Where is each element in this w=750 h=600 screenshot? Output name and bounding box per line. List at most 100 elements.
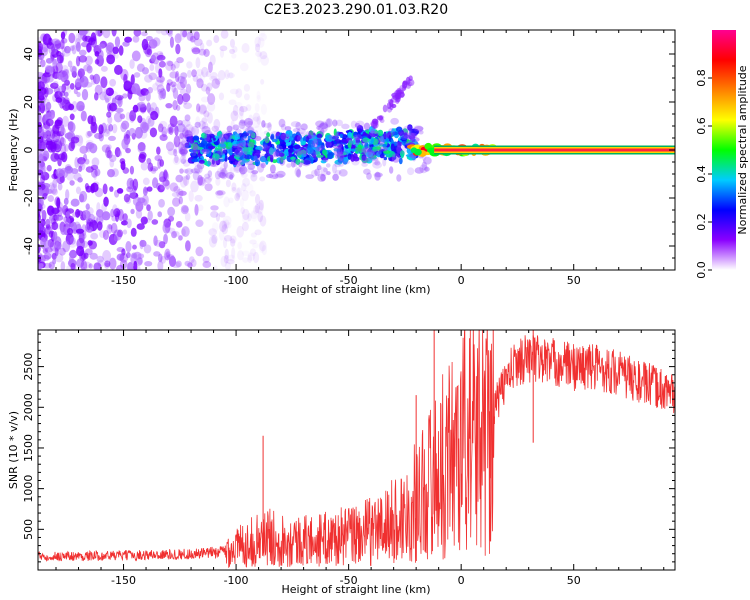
spectrogram-noise-blob: [228, 197, 234, 204]
spectrogram-noise-blob: [257, 211, 264, 223]
spectrogram-noise-blob: [85, 139, 94, 146]
spectrogram-noise-blob: [80, 260, 88, 270]
spectrogram-noise-blob: [65, 211, 71, 218]
spectrogram-noise-blob: [114, 36, 121, 48]
spectrogram-noise-blob: [176, 82, 186, 91]
spectrogram-noise-blob: [54, 246, 59, 257]
spectrogram-noise-blob: [181, 206, 189, 213]
spectrogram-noise-blob: [57, 85, 64, 97]
spectrogram-halo-blob: [280, 133, 290, 141]
spectrogram-noise-blob: [175, 43, 181, 55]
y-tick-label: 1000: [22, 475, 35, 503]
spectrogram-noise-blob: [233, 125, 238, 131]
spectrogram-noise-blob: [166, 60, 174, 67]
spectrogram-band-blob: [293, 144, 301, 150]
y-tick-label: 0: [22, 147, 35, 154]
spectrogram-noise-blob: [113, 52, 119, 59]
spectrogram-noise-blob: [45, 101, 52, 111]
spectrogram-band-blob: [370, 137, 375, 143]
spectrogram-halo-blob: [221, 168, 227, 177]
spectrogram-halo-blob: [231, 144, 242, 149]
spectrogram-noise-blob: [256, 90, 261, 100]
spectrogram-noise-blob: [125, 240, 132, 253]
spectrogram-halo-blob: [237, 142, 244, 152]
spectrogram-halo-blob: [296, 147, 305, 155]
spectrogram-noise-blob: [80, 240, 89, 249]
spectrogram-noise-blob: [117, 229, 124, 238]
spectrogram-noise-blob: [223, 254, 229, 264]
y-tick-label: 20: [22, 95, 35, 109]
spectrogram-noise-blob: [226, 254, 236, 262]
spectrogram-noise-blob: [111, 30, 117, 37]
spectrogram-noise-blob: [147, 162, 154, 172]
spectrogram-noise-blob: [173, 186, 181, 193]
spectrogram-band-blob: [389, 156, 395, 162]
spectrogram-noise-blob: [133, 260, 138, 270]
spectrogram-noise-blob: [241, 189, 249, 202]
spectrogram-tail-blob: [394, 96, 400, 104]
spectrogram-noise-blob: [99, 230, 106, 239]
spectrogram-noise-blob: [79, 30, 89, 36]
spectrogram-noise-blob: [255, 103, 260, 112]
spectrogram-noise-blob: [38, 186, 43, 197]
spectrogram-noise-blob: [219, 220, 227, 232]
spectrogram-noise-blob: [38, 81, 45, 91]
spectrogram-halo-blob: [176, 123, 186, 133]
spectrogram-noise-blob: [206, 82, 213, 92]
spectrogram-halo-blob: [335, 154, 340, 159]
y-tick-label: 2500: [22, 353, 35, 381]
spectrogram-noise-blob: [250, 232, 258, 238]
spectrogram-noise-blob: [94, 58, 100, 65]
spectrogram-band-blob: [271, 138, 278, 143]
spectrogram-noise-blob: [259, 215, 267, 227]
spectrogram-halo-blob: [284, 126, 292, 131]
spectrogram-noise-blob: [208, 61, 213, 73]
spectrogram-tail-blob: [372, 121, 378, 129]
spectrogram-noise-blob: [254, 36, 261, 48]
spectrogram-noise-blob: [173, 60, 180, 69]
spectrogram-halo-blob: [204, 134, 211, 142]
spectrogram-noise-blob: [126, 177, 134, 190]
spectrogram-noise-blob: [77, 157, 86, 165]
spectrogram-noise-blob: [162, 179, 170, 187]
spectrogram-noise-blob: [46, 164, 52, 172]
spectrogram-noise-blob: [55, 168, 65, 178]
spectrogram-noise-blob: [198, 104, 207, 115]
spectrogram-halo-blob: [237, 150, 248, 156]
spectrogram-noise-blob: [38, 222, 44, 233]
x-tick-label: -100: [224, 574, 249, 587]
spectrogram-noise-blob: [52, 212, 60, 223]
spectrogram-noise-blob: [38, 254, 42, 263]
spectrogram-halo-blob: [296, 127, 306, 135]
spectrogram-band-blob: [400, 135, 408, 140]
spectrogram-halo-blob: [220, 132, 227, 138]
spectrogram-band-blob: [184, 144, 192, 149]
spectrogram-noise-blob: [114, 64, 123, 76]
snr-series-line: [38, 330, 675, 568]
spectrogram-noise-blob: [90, 168, 98, 178]
spectrogram-halo-blob: [268, 171, 279, 180]
spectrogram-noise-blob: [202, 261, 212, 269]
spectrogram-halo-blob: [307, 131, 316, 139]
spectrogram-noise-blob: [52, 124, 60, 137]
spectrogram-noise-blob: [149, 63, 155, 72]
spectrogram-noise-blob: [76, 258, 84, 268]
spectrogram-noise-blob: [257, 37, 265, 48]
spectrogram-noise-blob: [105, 87, 114, 97]
y-tick-label: 40: [22, 47, 35, 61]
spectrogram-noise-blob: [38, 91, 45, 101]
spectrogram-halo-blob: [407, 167, 415, 176]
spectrogram-noise-blob: [87, 130, 93, 137]
spectrogram-noise-blob: [251, 116, 261, 129]
spectrogram-noise-blob: [152, 83, 159, 91]
spectrogram-band-blob: [234, 133, 240, 141]
spectrogram-noise-blob: [152, 37, 161, 47]
spectrogram-band-blob: [333, 128, 337, 137]
spectrogram-noise-blob: [182, 129, 189, 137]
spectrogram-band-blob: [322, 149, 327, 156]
spectrogram-halo-blob: [373, 138, 382, 149]
spectrogram-noise-blob: [133, 251, 142, 260]
spectrogram-halo-blob: [332, 119, 338, 127]
spectrogram-noise-blob: [239, 62, 249, 72]
spectrogram-noise-blob: [146, 204, 151, 212]
